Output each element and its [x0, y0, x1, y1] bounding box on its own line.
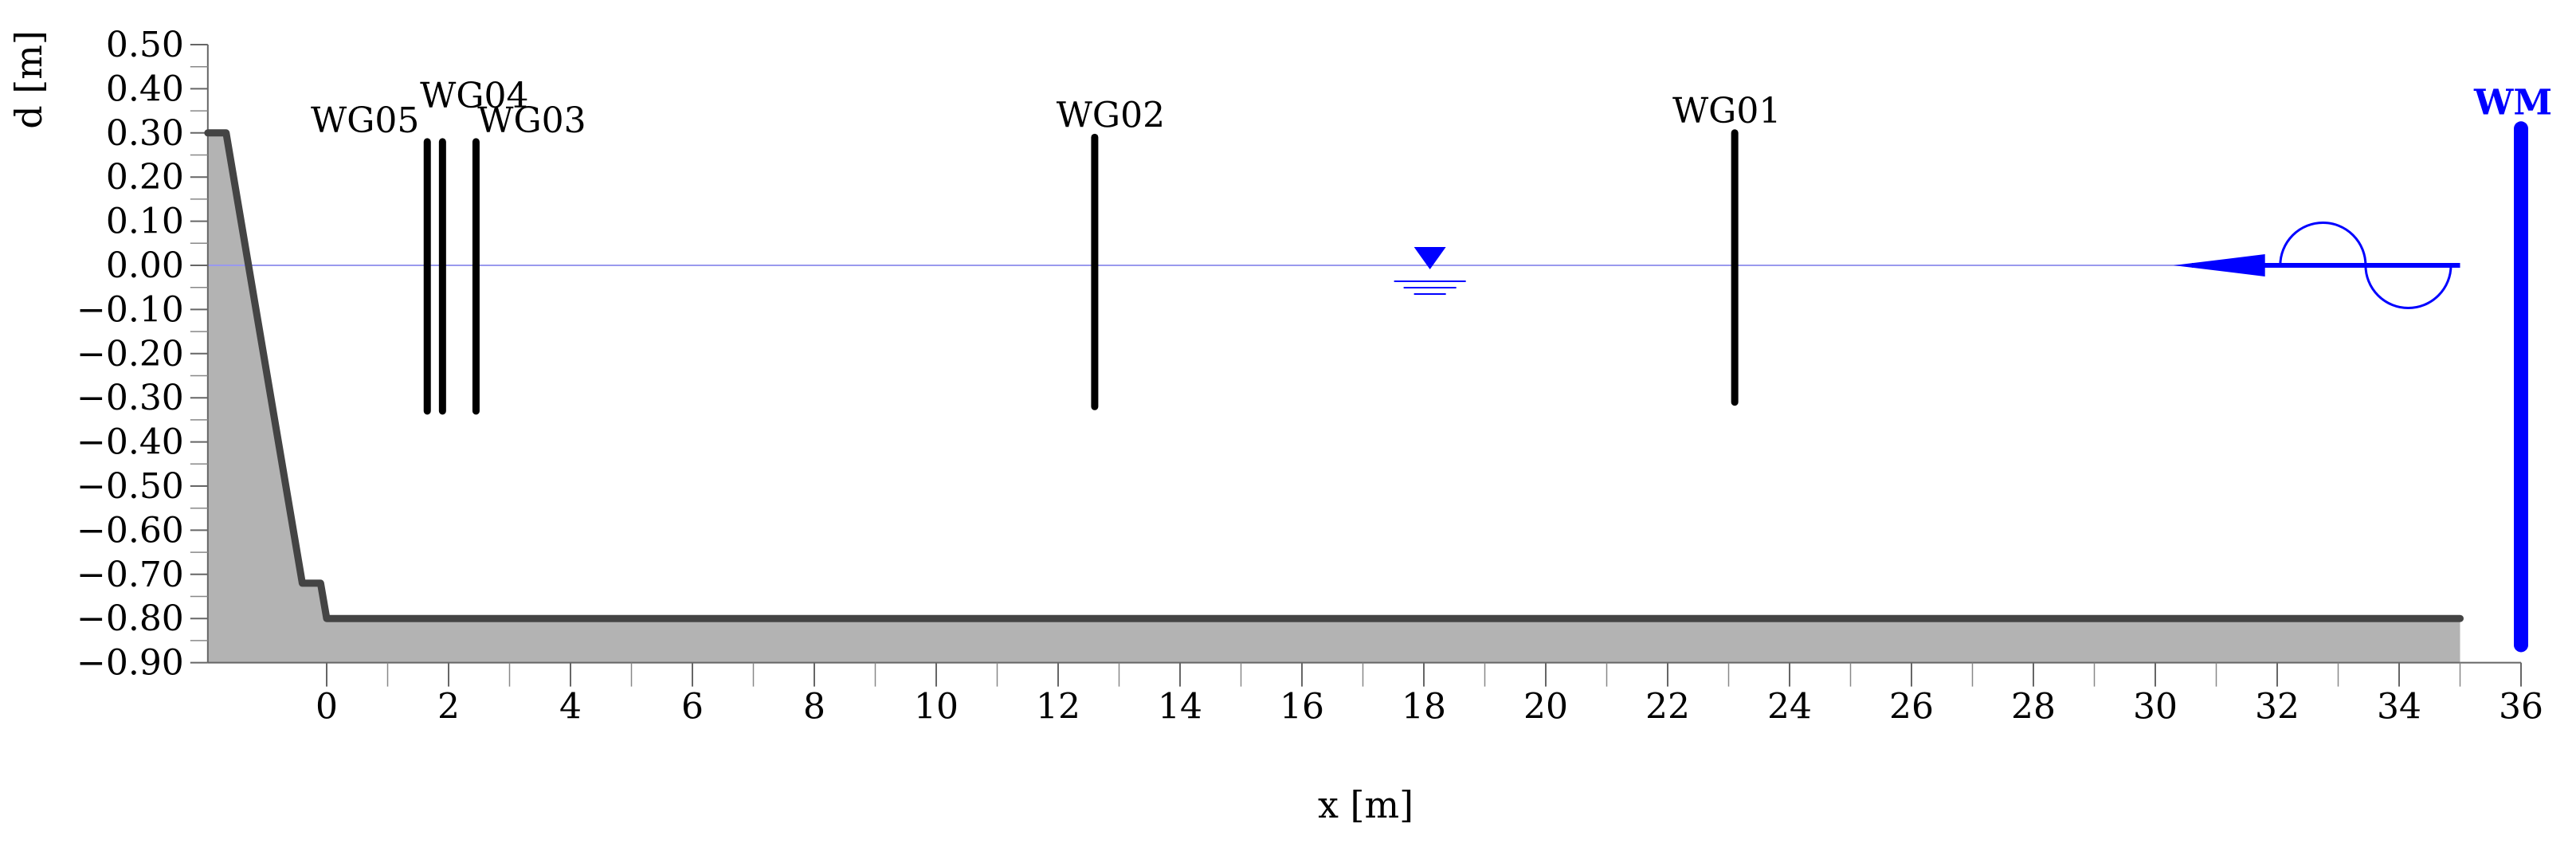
x-tick-label: 14 [1158, 687, 1202, 728]
water-level-symbol [1413, 247, 1446, 269]
y-tick-label: −0.50 [76, 466, 184, 507]
x-tick-label: 20 [1523, 687, 1568, 728]
wave-gauge-label: WG01 [1672, 91, 1781, 131]
y-tick-label: −0.10 [76, 289, 184, 330]
y-tick-label: −0.60 [76, 510, 184, 551]
y-axis-label: d [m] [7, 30, 50, 129]
bottom-fill-layer [207, 132, 2460, 663]
wave-maker-label: WM [2473, 82, 2552, 123]
wave-gauge-label: WG05 [311, 100, 419, 141]
x-tick-label: 10 [914, 687, 959, 728]
bottom-profile-layer [204, 129, 2464, 622]
bottom-profile [204, 129, 2464, 622]
x-tick-label: 26 [1889, 687, 1934, 728]
y-tick-label: −0.40 [76, 422, 184, 463]
y-tick-label: 0.20 [106, 157, 184, 198]
x-tick-label: 16 [1280, 687, 1324, 728]
x-tick-label: 4 [559, 687, 582, 728]
bottom-fill [207, 132, 2460, 663]
x-tick-label: 34 [2377, 687, 2421, 728]
x-tick-label: 36 [2499, 687, 2543, 728]
wave-maker-layer: WM [2473, 82, 2552, 653]
wave-gauge-label: WG02 [1057, 95, 1165, 135]
x-tick-label: 8 [803, 687, 825, 728]
x-tick-label: 28 [2011, 687, 2056, 728]
axes: 0.500.400.300.200.100.00−0.10−0.20−0.30−… [76, 25, 2543, 728]
wave-gauge-label: WG03 [477, 100, 586, 141]
x-tick-label: 18 [1402, 687, 1446, 728]
still-water-layer [207, 247, 2460, 295]
x-tick-label: 32 [2255, 687, 2300, 728]
wave-direction-arrowhead [2173, 254, 2265, 277]
x-tick-label: 12 [1036, 687, 1080, 728]
wave-gauge-label: WG04 [420, 76, 528, 116]
x-tick-label: 2 [437, 687, 460, 728]
y-tick-label: 0.00 [106, 245, 184, 286]
y-tick-label: 0.50 [106, 25, 184, 65]
y-tick-label: −0.70 [76, 555, 184, 595]
y-tick-label: 0.40 [106, 69, 184, 109]
y-tick-label: 0.30 [106, 113, 184, 154]
x-tick-label: 30 [2133, 687, 2178, 728]
y-tick-label: −0.30 [76, 378, 184, 418]
y-tick-label: −0.80 [76, 598, 184, 639]
x-tick-label: 0 [316, 687, 338, 728]
y-tick-label: 0.10 [106, 202, 184, 242]
x-axis-label: x [m] [1318, 783, 1413, 826]
wave-symbol-layer [2173, 221, 2460, 309]
x-tick-label: 22 [1645, 687, 1690, 728]
x-tick-label: 24 [1767, 687, 1812, 728]
x-tick-label: 6 [681, 687, 704, 728]
y-tick-label: −0.90 [76, 643, 184, 684]
wave-symbol [2279, 221, 2452, 309]
y-tick-label: −0.20 [76, 334, 184, 375]
